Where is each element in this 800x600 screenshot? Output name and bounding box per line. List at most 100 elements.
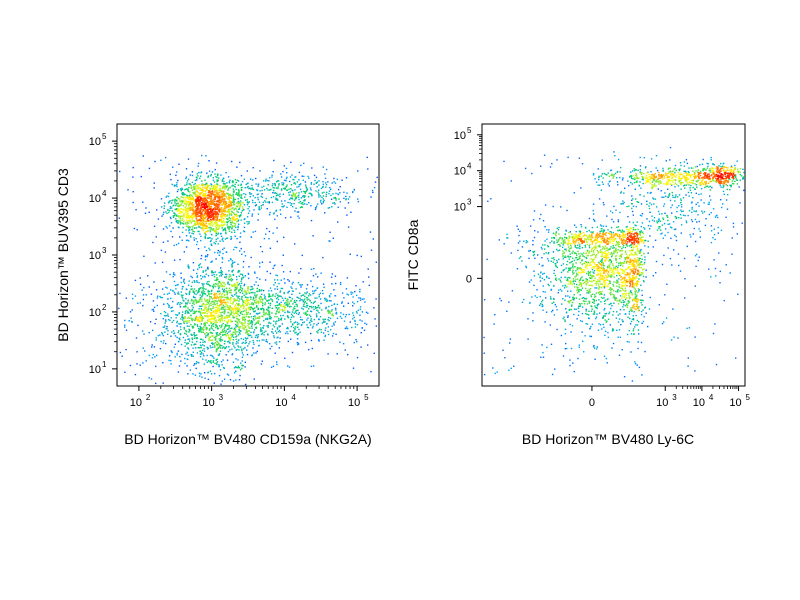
- event-dot: [296, 321, 299, 324]
- event-dot: [232, 309, 234, 311]
- event-dot: [241, 327, 244, 329]
- event-dot: [494, 314, 496, 316]
- event-dot: [235, 299, 237, 302]
- event-dot: [211, 215, 214, 217]
- event-dot: [282, 170, 284, 173]
- event-dot: [183, 321, 185, 323]
- event-dot: [180, 196, 182, 198]
- event-dot: [313, 174, 316, 177]
- event-dot: [209, 370, 212, 372]
- event-dot: [191, 354, 193, 356]
- event-dot: [540, 165, 542, 167]
- event-dot: [325, 327, 327, 329]
- event-dot: [218, 287, 220, 290]
- event-dot: [185, 309, 187, 312]
- event-dot: [337, 193, 339, 195]
- event-dot: [282, 184, 285, 186]
- event-dot: [213, 303, 215, 305]
- event-dot: [213, 186, 215, 188]
- event-dot: [241, 298, 243, 300]
- event-dot: [175, 317, 177, 319]
- event-dot: [255, 312, 258, 315]
- event-dot: [232, 273, 234, 276]
- event-dot: [157, 335, 160, 337]
- event-dot: [253, 352, 255, 354]
- event-dot: [290, 187, 292, 190]
- event-dot: [177, 203, 180, 205]
- event-dot: [303, 303, 305, 306]
- event-dot: [227, 321, 230, 323]
- event-dot: [204, 220, 207, 223]
- event-dot: [198, 289, 201, 291]
- event-dot: [190, 236, 192, 238]
- event-dot: [197, 212, 200, 214]
- event-dot: [232, 181, 234, 183]
- event-dot: [252, 179, 254, 181]
- event-dot: [236, 324, 238, 327]
- event-dot: [231, 265, 233, 267]
- event-dot: [367, 344, 369, 346]
- event-dot: [262, 303, 264, 305]
- event-dot: [269, 347, 271, 350]
- event-dot: [230, 238, 232, 240]
- event-dot: [215, 228, 218, 231]
- event-dot: [596, 346, 598, 348]
- event-dot: [220, 312, 222, 314]
- event-dot: [293, 330, 295, 332]
- event-dot: [195, 184, 198, 186]
- event-dot: [270, 316, 272, 319]
- event-dot: [297, 211, 300, 213]
- event-dot: [200, 319, 203, 321]
- event-dot: [207, 293, 210, 295]
- event-dot: [223, 183, 225, 185]
- event-dot: [194, 323, 196, 326]
- event-dot: [217, 278, 219, 281]
- event-dot: [279, 209, 281, 211]
- event-dot: [258, 340, 261, 342]
- event-dot: [293, 299, 296, 302]
- event-dot: [203, 217, 205, 220]
- event-dot: [276, 279, 279, 281]
- event-dot: [133, 227, 136, 230]
- event-dot: [259, 323, 261, 326]
- event-dot: [192, 318, 194, 320]
- event-dot: [200, 213, 202, 215]
- event-dot: [284, 311, 286, 314]
- event-dot: [199, 375, 201, 377]
- event-dot: [223, 301, 225, 303]
- event-dot: [177, 188, 179, 191]
- event-dot: [218, 353, 221, 355]
- event-dot: [175, 203, 178, 205]
- event-dot: [217, 213, 220, 215]
- event-dot: [291, 293, 293, 295]
- event-dot: [152, 308, 155, 311]
- event-dot: [151, 309, 153, 311]
- event-dot: [271, 331, 273, 333]
- event-dot: [249, 296, 251, 298]
- event-dot: [268, 299, 270, 301]
- event-dot: [188, 328, 190, 331]
- y-tick-exponent: 3: [102, 246, 107, 255]
- event-dot: [210, 339, 212, 341]
- event-dot: [274, 183, 276, 186]
- event-dot: [360, 346, 362, 348]
- event-dot: [231, 284, 233, 286]
- event-dot: [215, 312, 217, 314]
- event-dot: [244, 289, 246, 292]
- event-dot: [206, 281, 209, 283]
- event-dot: [240, 311, 243, 313]
- event-dot: [244, 383, 247, 386]
- event-dot: [304, 298, 306, 300]
- event-dot: [212, 286, 215, 288]
- event-dot: [173, 333, 175, 335]
- event-dot: [255, 327, 257, 329]
- event-dot: [256, 294, 258, 296]
- event-dot: [189, 302, 191, 304]
- event-dot: [172, 166, 174, 168]
- event-dot: [310, 193, 312, 195]
- event-dot: [217, 341, 219, 343]
- event-dot: [347, 202, 350, 204]
- event-dot: [216, 191, 219, 193]
- event-dot: [248, 210, 251, 212]
- event-dot: [192, 230, 194, 232]
